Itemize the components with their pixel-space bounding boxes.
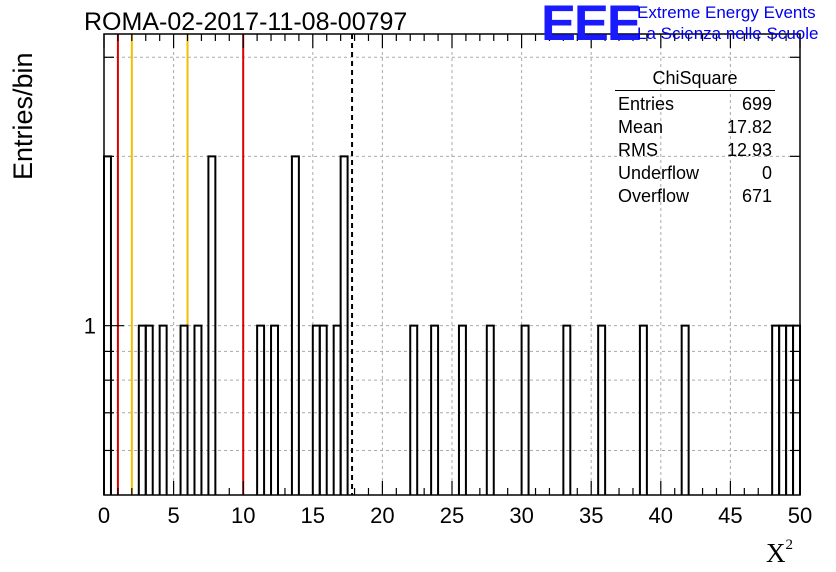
- histogram-bin: [270, 324, 279, 495]
- stats-row-overflow: Overflow 671: [612, 185, 778, 208]
- x-tick-label: 10: [231, 503, 255, 528]
- stats-value: 12.93: [726, 140, 772, 160]
- stats-title: ChiSquare: [652, 68, 738, 88]
- x-tick-label: 20: [370, 503, 394, 528]
- histogram-bin: [290, 155, 300, 495]
- y-axis-label-text: Entries/bin: [8, 52, 38, 180]
- histogram-bin: [144, 324, 154, 495]
- x-tick-label: 0: [98, 503, 110, 528]
- x-tick-label: 30: [509, 503, 533, 528]
- histogram-bin: [318, 324, 328, 495]
- x-axis-label-superscript: 2: [785, 537, 794, 553]
- histogram-bin: [597, 324, 607, 495]
- y-tick-label: 1: [84, 314, 96, 339]
- x-tick-label: 50: [788, 503, 812, 528]
- x-axis-label: X2: [766, 537, 793, 569]
- x-tick-label: 40: [649, 503, 673, 528]
- stats-value: 699: [741, 94, 772, 114]
- x-tick-label: 5: [167, 503, 179, 528]
- stats-row-mean: Mean 17.82: [612, 116, 778, 139]
- histogram-bin: [256, 324, 266, 495]
- chart-title: ROMA-02-2017-11-08-00797: [84, 8, 408, 36]
- histogram-bin: [339, 155, 349, 495]
- stats-value: 671: [741, 186, 772, 206]
- y-axis-label: Entries/bin: [8, 52, 39, 180]
- stats-label: Overflow: [618, 186, 690, 206]
- stats-label: Underflow: [618, 163, 700, 183]
- histogram-bin: [179, 324, 189, 495]
- histogram-bin: [193, 324, 203, 495]
- histogram-bin: [207, 155, 217, 495]
- logo-line-1: Extreme Energy Events: [637, 3, 816, 22]
- stats-divider: [615, 90, 775, 91]
- stats-label: Entries: [618, 94, 675, 114]
- stats-row-rms: RMS 12.93: [612, 139, 778, 162]
- histogram-bins: [103, 155, 801, 495]
- x-tick-label: 35: [579, 503, 603, 528]
- histogram-bin: [409, 324, 419, 495]
- axes: [103, 33, 801, 496]
- histogram-bin: [485, 324, 495, 495]
- histogram-bin: [158, 324, 168, 495]
- histogram-bin: [562, 324, 572, 495]
- histogram-bin: [680, 324, 690, 495]
- histogram-bin: [457, 324, 467, 495]
- x-tick-label: 25: [440, 503, 464, 528]
- x-tick-label: 15: [301, 503, 325, 528]
- logo-line-2: La Scienza nelle Scuole: [637, 24, 819, 43]
- stats-label: RMS: [618, 140, 658, 160]
- eee-logo-mark: EEE: [541, 0, 642, 51]
- stats-row-underflow: Underflow 0: [612, 162, 778, 185]
- histogram-bin: [638, 324, 648, 495]
- stats-label: Mean: [618, 117, 664, 137]
- stats-row-entries: Entries 699: [612, 93, 778, 116]
- x-tick-label: 45: [718, 503, 742, 528]
- histogram-bin: [430, 324, 440, 495]
- x-axis-label-text: X: [766, 538, 786, 568]
- stats-value: 17.82: [726, 117, 772, 137]
- x-tick-labels: 0 5 10 15 20 25 30 35 40 45 50: [98, 503, 812, 528]
- histogram-bin: [520, 324, 530, 495]
- stats-value: 0: [761, 163, 772, 183]
- y-tick-labels: 1: [84, 314, 96, 339]
- stats-box: ChiSquare Entries 699 Mean 17.82 RMS 12.…: [612, 67, 778, 208]
